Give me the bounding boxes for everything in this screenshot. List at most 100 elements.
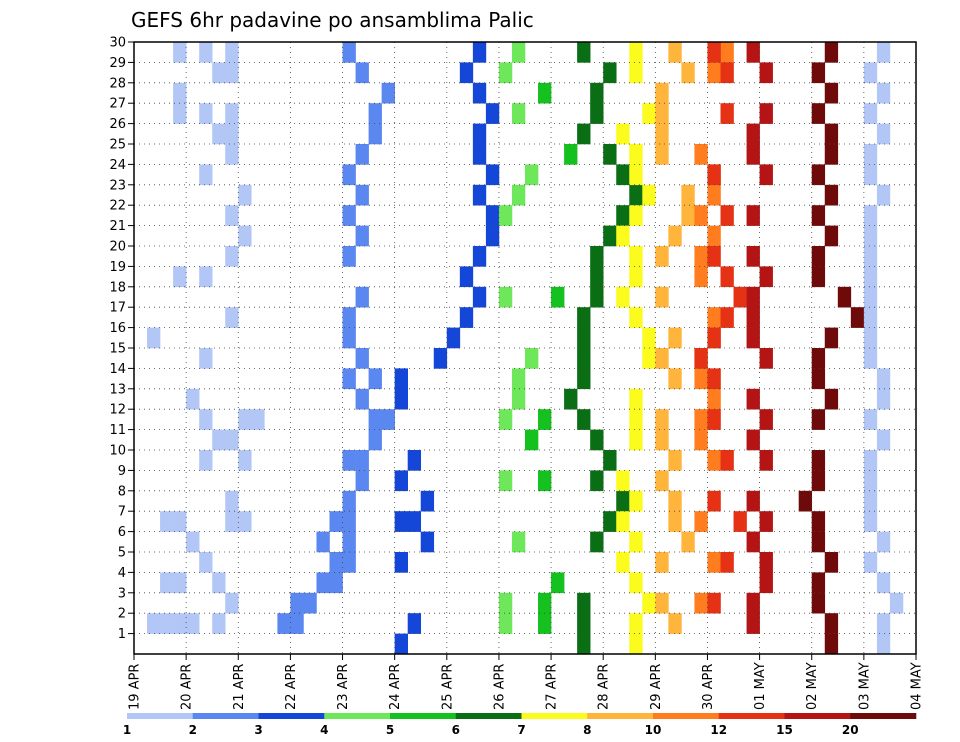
legend-label: 8 — [583, 723, 591, 737]
precip-cell — [629, 409, 643, 430]
precip-cell — [355, 225, 369, 247]
y-tick-label: 6 — [118, 525, 126, 540]
precip-cell — [707, 450, 721, 471]
precip-cell — [577, 307, 591, 328]
x-tick-label: 20 APR — [180, 664, 195, 710]
precip-cell — [863, 409, 878, 430]
precip-cell — [485, 225, 500, 247]
precip-cell — [720, 62, 734, 84]
precip-cell — [720, 42, 734, 63]
precip-cell — [863, 205, 878, 226]
precip-cell — [316, 572, 330, 594]
precip-cell — [681, 531, 695, 553]
precip-cell — [485, 164, 500, 186]
precip-cell — [590, 429, 604, 451]
precip-cell — [616, 205, 630, 226]
precip-cell — [733, 286, 747, 308]
precip-cell — [720, 205, 734, 226]
precip-cell — [525, 348, 539, 369]
precip-cell — [498, 470, 513, 492]
x-tick-label: 22 APR — [284, 664, 299, 710]
precip-cell — [707, 225, 721, 247]
precip-cell — [642, 592, 656, 614]
precip-cell — [616, 286, 630, 308]
precip-cell — [342, 42, 356, 63]
legend-label: 20 — [842, 723, 859, 737]
precip-cell — [511, 103, 526, 124]
precip-cell — [707, 552, 721, 573]
cells-layer — [147, 42, 904, 655]
precip-cell — [824, 42, 839, 63]
precip-cell — [498, 286, 513, 308]
precip-cell — [863, 307, 878, 328]
precip-cell — [472, 82, 487, 104]
precip-cell — [590, 470, 604, 492]
precip-cell — [759, 103, 773, 124]
precip-cell — [811, 409, 826, 430]
precip-cell — [655, 82, 669, 104]
precip-cell — [824, 123, 839, 145]
precip-cell — [186, 613, 200, 634]
precip-cell — [668, 613, 682, 634]
precip-cell — [720, 103, 734, 124]
precip-cell — [759, 62, 773, 84]
precip-cell — [564, 144, 578, 165]
legend-swatch — [390, 713, 457, 719]
precip-cell — [616, 490, 630, 512]
precip-cell — [381, 82, 395, 104]
legend-swatch — [258, 713, 325, 719]
y-tick-label: 15 — [109, 342, 126, 357]
precip-cell — [629, 144, 643, 165]
precip-cell — [759, 348, 773, 369]
precip-cell — [590, 531, 604, 553]
precip-cell — [746, 286, 760, 308]
precip-cell — [459, 266, 474, 288]
y-tick-label: 10 — [109, 444, 126, 459]
precip-cell — [876, 388, 891, 410]
precip-cell — [876, 184, 891, 206]
precip-cell — [694, 266, 708, 288]
x-tick-label: 28 APR — [597, 664, 612, 710]
precip-cell — [199, 164, 213, 186]
precip-cell — [394, 368, 408, 390]
x-tick-label: 29 APR — [649, 664, 664, 710]
precip-cell — [225, 246, 239, 267]
precip-cell — [603, 450, 617, 471]
legend-label: 12 — [710, 723, 727, 737]
precip-cell — [824, 633, 839, 655]
precip-cell — [199, 348, 213, 369]
precip-cell — [160, 613, 174, 634]
precip-cell — [355, 470, 369, 492]
precip-cell — [511, 368, 526, 390]
precip-cell — [720, 450, 734, 471]
precip-cell — [498, 62, 513, 84]
precip-cell — [811, 592, 826, 614]
precip-cell — [238, 225, 252, 247]
y-axis-ticks: 1234567891011121314151617181920212223242… — [109, 36, 134, 642]
precip-cell — [538, 613, 552, 634]
precip-cell — [394, 511, 408, 532]
precip-cell — [668, 511, 682, 532]
y-tick-label: 27 — [109, 97, 126, 112]
precip-cell — [173, 511, 187, 532]
precip-cell — [629, 429, 643, 451]
precip-cell — [472, 42, 487, 63]
precip-cell — [759, 450, 773, 471]
precip-cell — [811, 511, 826, 532]
precip-cell — [824, 613, 839, 634]
precip-cell — [824, 552, 839, 573]
precip-cell — [863, 144, 878, 165]
precip-cell — [746, 429, 760, 451]
y-tick-label: 20 — [109, 240, 126, 255]
x-axis-ticks: 19 APR 20 APR 21 APR 22 APR 23 APR 24 APR 25 A… — [128, 654, 925, 710]
precip-cell — [251, 409, 265, 430]
legend-swatch — [324, 713, 391, 719]
precip-cell — [342, 531, 356, 553]
precip-cell — [707, 184, 721, 206]
x-tick-label: 27 APR — [545, 664, 560, 710]
y-tick-label: 28 — [109, 76, 126, 91]
precip-cell — [863, 511, 878, 532]
precip-cell — [225, 490, 239, 512]
precip-cell — [342, 327, 356, 349]
